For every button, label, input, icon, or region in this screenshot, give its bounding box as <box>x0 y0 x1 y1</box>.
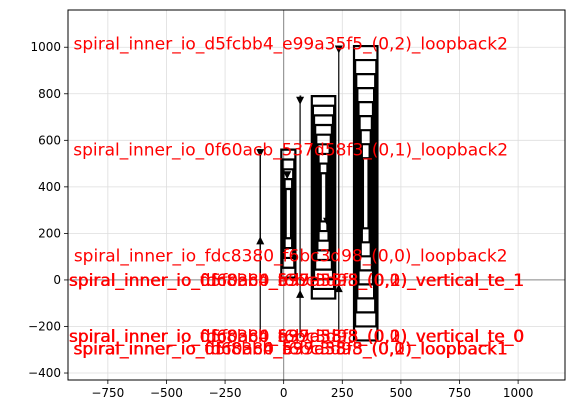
loopback-trace <box>338 45 342 339</box>
x-tick-label: 750 <box>448 386 471 400</box>
y-tick-label: −400 <box>28 366 61 380</box>
loopback-trace <box>299 95 302 339</box>
annotation-label: spiral_inner_io_d5fcbb4_e99a35f5_(0,2)_l… <box>73 35 507 55</box>
x-tick-label: 500 <box>389 386 412 400</box>
annotation-label: spiral_inner_io_d5fcbb4_e99a35f5_(0,2)_v… <box>69 271 524 291</box>
annotation-label: spiral_inner_io_fdc8380_f6bc3d98_(0,0)_l… <box>74 247 508 267</box>
y-tick-label: 1000 <box>30 40 61 54</box>
y-tick-label: 0 <box>53 273 61 287</box>
axis-ticks: −750 −500 −250 0 250 500 750 1000 −400 −200 0 200 40… <box>28 40 533 400</box>
port-marker <box>296 289 305 298</box>
x-tick-label: −750 <box>91 386 124 400</box>
port-marker <box>256 149 265 158</box>
spiral-path <box>352 44 379 342</box>
port-marker <box>323 217 332 226</box>
annotation-label: spiral_inner_io_0f60acb_537d58f3_(0,1)_v… <box>69 271 525 291</box>
annotation-label: spiral_inner_io_0f60acb_537d58f3_(0,1)_l… <box>73 340 508 360</box>
x-tick-label: 1000 <box>503 386 534 400</box>
x-tick-label: 0 <box>280 386 288 400</box>
annotations: spiral_inner_io_d5fcbb4_e99a35f5_(0,2)_l… <box>69 35 525 360</box>
port-marker <box>256 236 265 245</box>
annotation-label: spiral_inner_io_d5fcbb4_e99a35f5_(0,2)_v… <box>69 327 524 347</box>
plot-frame <box>67 9 566 381</box>
y-tick-label: −200 <box>28 319 61 333</box>
annotation-label: spiral_inner_io_0f60acb_537d58f3_(0,1)_v… <box>69 327 525 347</box>
x-tick-label: −250 <box>209 386 242 400</box>
y-tick-label: 400 <box>38 180 61 194</box>
annotation-label: spiral_inner_io_fdc8380_f6bc3d98_(0,0)_l… <box>74 340 508 360</box>
x-tick-label: −500 <box>150 386 183 400</box>
x-tick-label: 250 <box>331 386 354 400</box>
annotation-label: spiral_inner_io_fdc8380_f6bc3d98_(0,0)_v… <box>69 271 524 291</box>
annotation-label: spiral_inner_io_0f60acb_537d58f3_(0,1)_l… <box>73 141 508 161</box>
annotation-label: spiral_inner_io_fdc8380_f6bc3d98_(0,0)_v… <box>69 327 524 347</box>
annotation-label: spiral_inner_io_d5fcbb4_e99a35f5_(0,2)_l… <box>73 340 507 360</box>
y-tick-label: 200 <box>38 226 61 240</box>
plot-area <box>256 44 379 342</box>
port-marker <box>283 171 292 180</box>
spiral-path <box>310 95 337 300</box>
port-marker <box>334 45 343 54</box>
port-marker <box>296 96 305 105</box>
spiral-path <box>280 148 297 279</box>
y-tick-label: 800 <box>38 87 61 101</box>
y-tick-label: 600 <box>38 133 61 147</box>
port-marker <box>334 284 343 293</box>
